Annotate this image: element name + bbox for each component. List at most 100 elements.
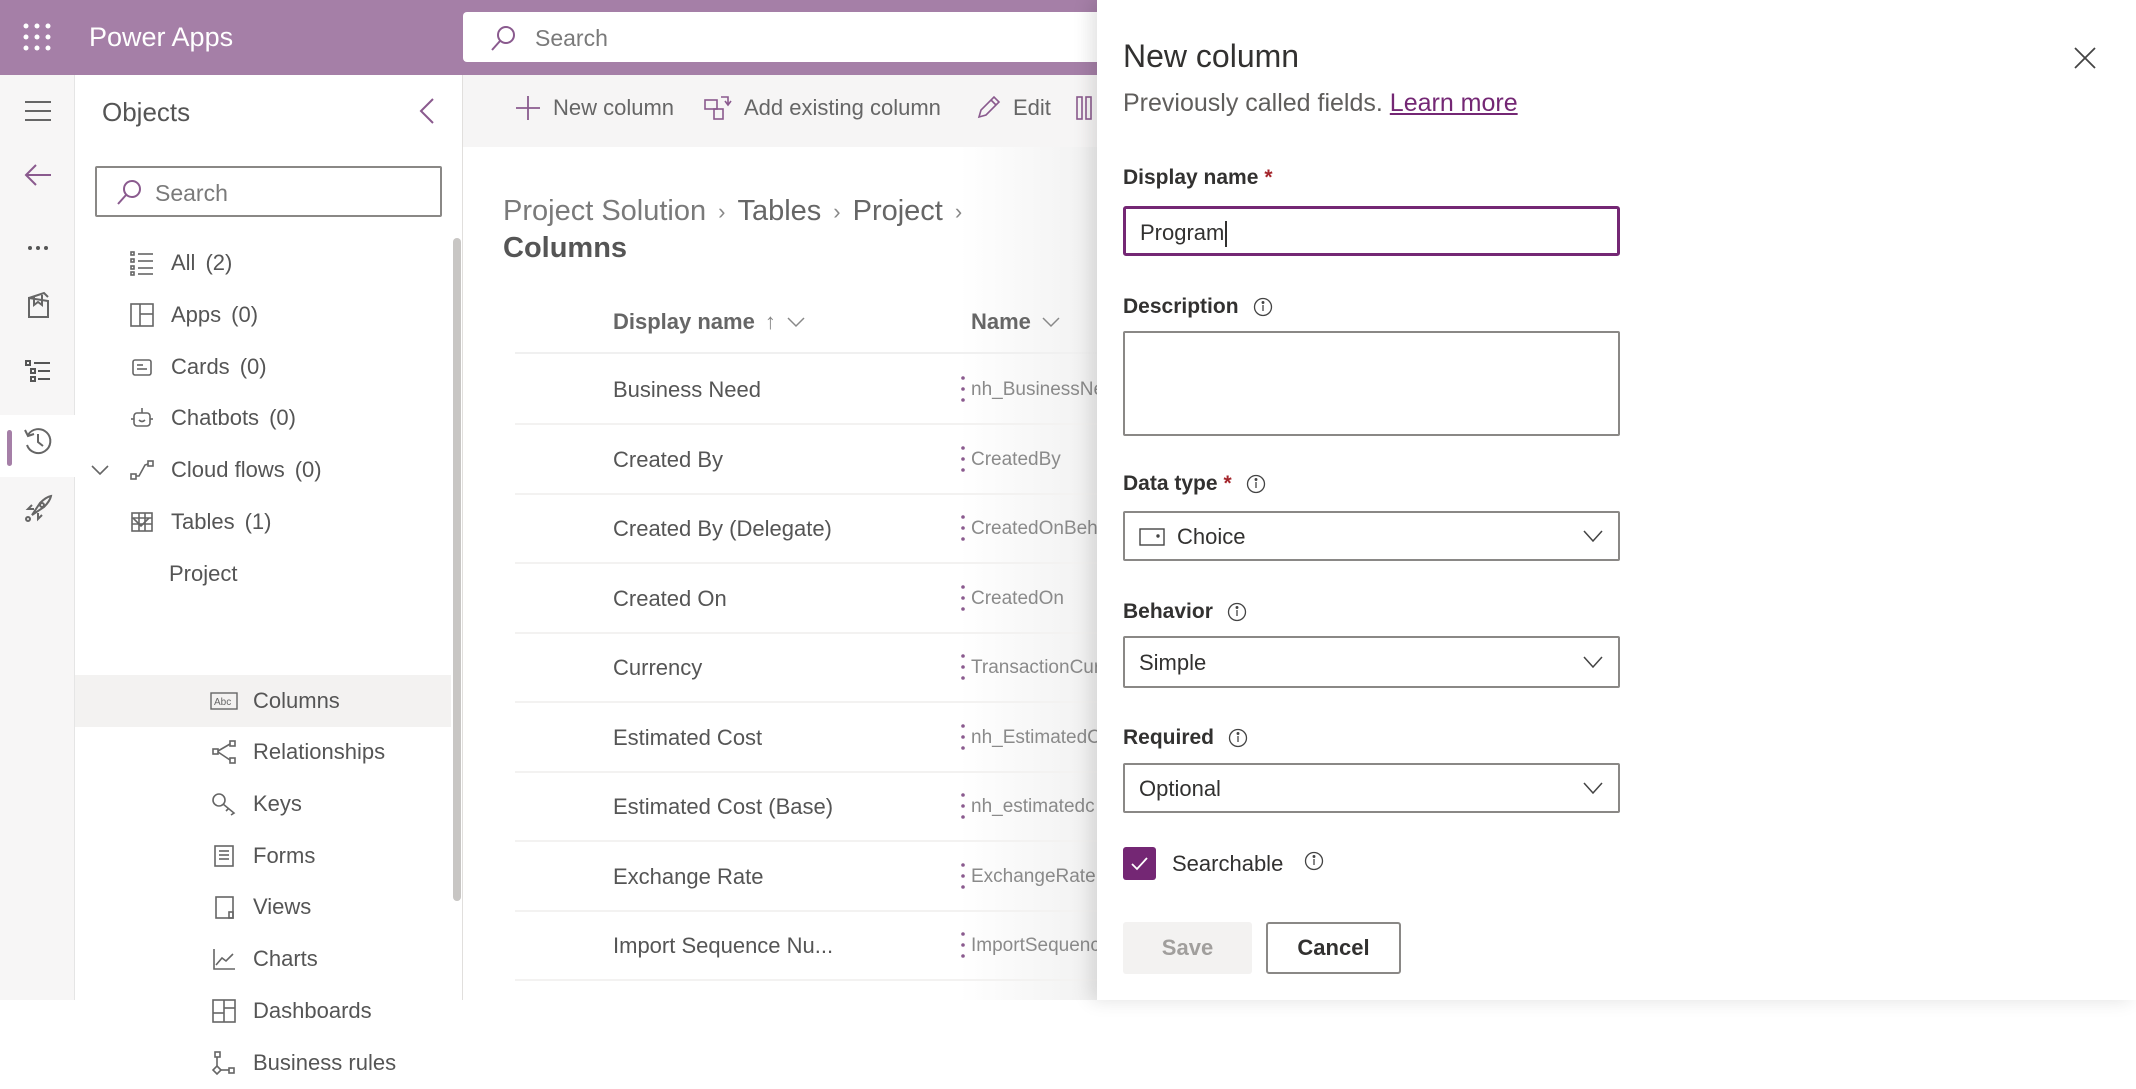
- display-name-cell[interactable]: Exchange Rate: [613, 863, 764, 889]
- table-row[interactable]: Import Sequence Nu... ImportSequenc: [515, 912, 1100, 981]
- tree-item-label: Tables: [171, 509, 235, 534]
- tree-item-label: Project: [169, 561, 238, 586]
- table-row[interactable]: Created By CreatedBy: [515, 426, 1097, 495]
- tree-item-tables[interactable]: Tables (1): [127, 496, 502, 548]
- hamburger-icon[interactable]: [22, 95, 54, 127]
- tree-item-cloud-flows[interactable]: Cloud flows (0): [127, 444, 502, 496]
- info-icon[interactable]: [1246, 474, 1266, 494]
- search-placeholder: Search: [155, 180, 228, 206]
- global-search-input[interactable]: Search: [463, 12, 1163, 62]
- name-cell: nh_EstimatedC: [971, 726, 1101, 748]
- more-options-icon[interactable]: [960, 374, 966, 404]
- tree-item-relationships[interactable]: Relationships: [209, 726, 584, 778]
- tree-item-keys[interactable]: Keys: [209, 778, 584, 830]
- table-row[interactable]: Business Need nh_BusinessNe: [515, 356, 1104, 425]
- table-row[interactable]: Estimated Cost (Base) nh_estimatedc: [515, 773, 1097, 842]
- required-asterisk: *: [1264, 166, 1273, 189]
- chevron-down-icon: [1583, 782, 1603, 795]
- breadcrumb-project[interactable]: Project: [852, 195, 943, 227]
- learn-more-link[interactable]: Learn more: [1389, 89, 1518, 117]
- display-name-cell[interactable]: Import Sequence Nu...: [613, 933, 834, 958]
- tables-expand-chevron-icon[interactable]: [89, 459, 111, 486]
- searchable-label[interactable]: Searchable: [1172, 851, 1284, 876]
- more-icon[interactable]: [22, 232, 54, 264]
- chart-icon: [209, 944, 239, 974]
- tree-item-views[interactable]: Views: [209, 881, 584, 933]
- tree-item-project[interactable]: Project: [169, 548, 544, 600]
- close-icon[interactable]: [2073, 46, 2097, 75]
- book-icon[interactable]: [22, 289, 54, 321]
- breadcrumb-tables[interactable]: Tables: [737, 195, 822, 227]
- tree-item-forms[interactable]: Forms: [209, 830, 584, 882]
- table-header: Display name ↑ Name: [515, 299, 1097, 354]
- column-header-display-name[interactable]: Display name ↑: [613, 309, 806, 335]
- more-options-icon[interactable]: [960, 861, 966, 891]
- table-row[interactable]: Currency TransactionCur: [515, 634, 1100, 703]
- back-arrow-icon[interactable]: [22, 159, 54, 191]
- tree-item-columns[interactable]: Abc Columns: [75, 675, 451, 727]
- tree-item-apps[interactable]: Apps (0): [127, 289, 502, 341]
- rocket-icon[interactable]: [22, 493, 54, 525]
- display-name-cell[interactable]: Estimated Cost: [613, 724, 763, 750]
- data-type-dropdown[interactable]: Choice: [1123, 511, 1620, 561]
- new-column-button[interactable]: New column: [515, 95, 674, 121]
- column-header-name[interactable]: Name: [971, 309, 1061, 335]
- searchable-checkbox[interactable]: [1123, 847, 1156, 880]
- tree-item-charts[interactable]: Charts: [209, 933, 584, 985]
- app-name[interactable]: Power Apps: [89, 22, 234, 52]
- cancel-button[interactable]: Cancel: [1266, 922, 1401, 974]
- save-button[interactable]: Save: [1123, 922, 1252, 974]
- display-name-input[interactable]: Program: [1123, 206, 1620, 256]
- display-name-cell[interactable]: Estimated Cost (Base): [613, 794, 834, 819]
- tree-item-count: (2): [205, 250, 233, 275]
- objects-title: Objects: [102, 97, 191, 127]
- object-list-icon[interactable]: [22, 356, 54, 388]
- history-icon[interactable]: [22, 425, 54, 457]
- new-column-label: New column: [553, 95, 675, 120]
- table-row[interactable]: Created By (Delegate) CreatedOnBeh: [515, 495, 1098, 564]
- tree-item-count: (0): [294, 457, 322, 482]
- display-name-cell[interactable]: Created On: [613, 585, 727, 611]
- info-icon[interactable]: [1227, 602, 1247, 622]
- app-launcher-icon[interactable]: [22, 22, 52, 52]
- new-column-panel: New column Previously called fields. Lea…: [1097, 0, 2136, 1000]
- required-dropdown[interactable]: Optional: [1123, 763, 1620, 813]
- info-icon[interactable]: [1228, 728, 1248, 748]
- tree-item-business-rules[interactable]: Business rules: [209, 1037, 584, 1089]
- more-options-icon[interactable]: [960, 513, 966, 543]
- collapse-chevron-icon[interactable]: [415, 95, 439, 132]
- display-name-cell[interactable]: Currency: [613, 655, 703, 680]
- more-options-icon[interactable]: [960, 791, 966, 821]
- edit-button[interactable]: Edit: [975, 95, 1051, 121]
- info-icon[interactable]: [1304, 851, 1324, 876]
- table-row[interactable]: Created On CreatedOn: [515, 565, 1097, 634]
- table-row[interactable]: Estimated Cost nh_EstimatedC: [515, 704, 1101, 773]
- name-cell: CreatedOnBeh: [971, 518, 1098, 539]
- more-options-icon[interactable]: [960, 444, 966, 474]
- objects-search-input[interactable]: Search: [95, 166, 442, 217]
- breadcrumb-solution[interactable]: Project Solution: [503, 195, 707, 227]
- info-icon[interactable]: [1253, 297, 1273, 317]
- tree-item-chatbots[interactable]: Chatbots (0): [127, 392, 502, 444]
- display-name-cell[interactable]: Created By: [613, 446, 724, 472]
- display-name-value: Program: [1140, 220, 1228, 248]
- more-options-icon[interactable]: [960, 652, 966, 682]
- abc-icon: Abc: [209, 686, 239, 716]
- add-existing-column-button[interactable]: Add existing column: [704, 95, 941, 121]
- behavior-dropdown[interactable]: Simple: [1123, 636, 1620, 688]
- name-cell: CreatedOn: [971, 587, 1064, 609]
- svg-text:Abc: Abc: [214, 697, 231, 708]
- display-name-cell[interactable]: Business Need: [613, 377, 761, 402]
- description-textarea[interactable]: [1123, 331, 1620, 436]
- project-expand-chevron-icon[interactable]: [130, 511, 152, 538]
- objects-scrollbar[interactable]: [453, 238, 461, 901]
- table-row[interactable]: Exchange Rate ExchangeRate: [515, 843, 1097, 912]
- display-name-cell[interactable]: Created By (Delegate): [613, 516, 832, 541]
- tree-item-all[interactable]: All (2): [127, 237, 502, 289]
- settings-button[interactable]: [1075, 95, 1107, 121]
- more-options-icon[interactable]: [960, 930, 966, 960]
- more-options-icon[interactable]: [960, 722, 966, 752]
- command-bar: New column Add existing column Edit: [463, 75, 1097, 147]
- tree-item-cards[interactable]: Cards (0): [127, 341, 502, 393]
- more-options-icon[interactable]: [960, 583, 966, 613]
